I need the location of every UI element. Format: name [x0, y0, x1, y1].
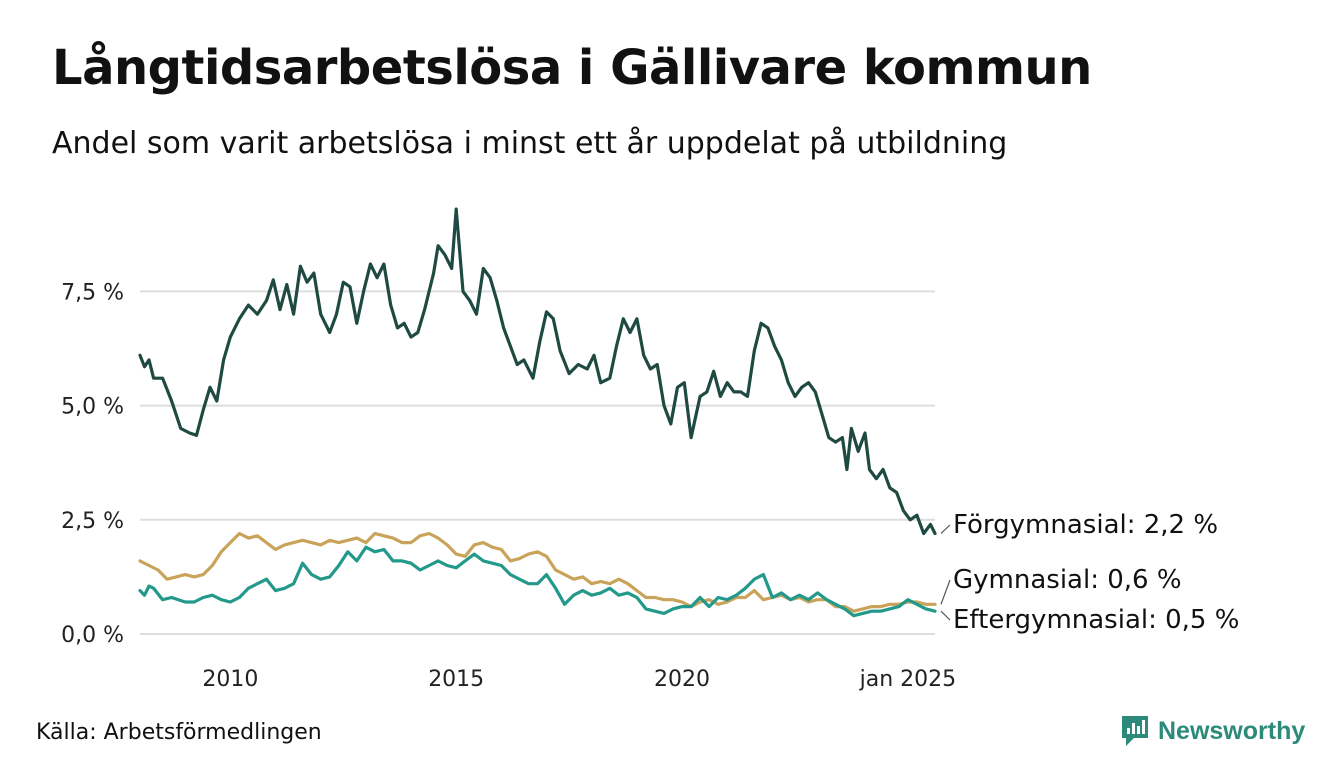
y-tick-label: 7,5 % [61, 280, 124, 305]
newsworthy-logo-icon [1122, 716, 1148, 746]
y-tick-label: 0,0 % [61, 623, 124, 648]
end-label-förgymnasial: Förgymnasial: 2,2 % [953, 510, 1218, 540]
chart-title: Långtidsarbetslösa i Gällivare kommun [52, 40, 1092, 96]
x-tick-label: 2020 [654, 667, 710, 692]
source-note: Källa: Arbetsförmedlingen [36, 720, 322, 745]
label-connector [940, 524, 951, 534]
x-tick-label: jan 2025 [859, 667, 957, 692]
series-line-gymnasial [138, 531, 937, 613]
label-connector [940, 579, 951, 605]
grid-lines [140, 290, 935, 635]
brand-logo: Newsworthy [1120, 714, 1305, 748]
chart-subtitle: Andel som varit arbetslösa i minst ett å… [52, 126, 1008, 161]
series-lines [138, 207, 937, 618]
series-line-eftergymnasial [138, 545, 937, 618]
end-label-eftergymnasial: Eftergymnasial: 0,5 % [953, 605, 1239, 635]
series-end-labels: Förgymnasial: 2,2 % Gymnasial: 0,6 % Efter… [940, 510, 1239, 635]
x-tick-label: 2010 [202, 667, 258, 692]
x-tick-label: 2015 [428, 667, 484, 692]
y-axis-ticks: 0,0 % 2,5 % 5,0 % 7,5 % [61, 280, 124, 648]
y-tick-label: 2,5 % [61, 509, 124, 534]
label-connector [940, 610, 951, 621]
end-label-gymnasial: Gymnasial: 0,6 % [953, 565, 1182, 595]
x-axis-ticks: 2010 2015 2020 jan 2025 [202, 667, 956, 692]
series-line-förgymnasial [138, 207, 937, 536]
brand-name: Newsworthy [1158, 716, 1306, 745]
y-tick-label: 5,0 % [61, 395, 124, 420]
